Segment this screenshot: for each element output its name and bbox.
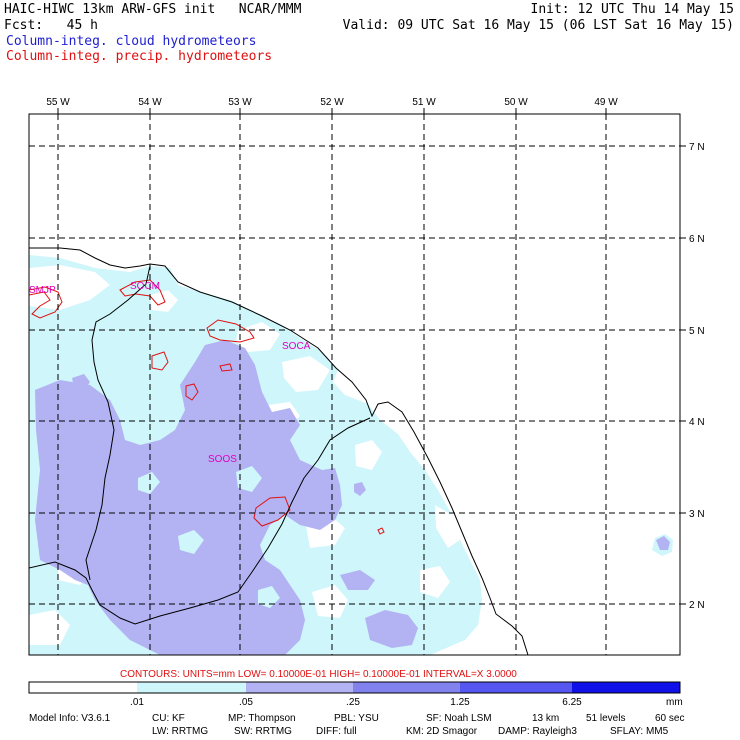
model-info-damp: DAMP: Rayleigh3 bbox=[498, 726, 577, 737]
lat-label: 5 N bbox=[689, 326, 705, 337]
lon-label: 54 W bbox=[138, 97, 162, 108]
model-info-levels: 51 levels bbox=[586, 713, 625, 724]
forecast-hour: Fcst: 45 h bbox=[4, 18, 98, 33]
lat-label: 6 N bbox=[689, 234, 705, 245]
colorbar-tick: 1.25 bbox=[450, 697, 470, 708]
lon-label: 49 W bbox=[594, 97, 618, 108]
model-info-sflay: SFLAY: MM5 bbox=[610, 726, 669, 737]
graticule bbox=[29, 114, 680, 655]
map-plot bbox=[29, 114, 680, 655]
station-label-socm: SOCM bbox=[130, 281, 160, 292]
lat-label: 3 N bbox=[689, 509, 705, 520]
lon-label: 50 W bbox=[504, 97, 528, 108]
station-label-smjp: SMJP bbox=[29, 285, 56, 296]
field-label-precip: Column-integ. precip. hydrometeors bbox=[6, 49, 273, 64]
lon-label: 52 W bbox=[320, 97, 344, 108]
field-label-cloud: Column-integ. cloud hydrometeors bbox=[6, 34, 257, 49]
lon-label: 51 W bbox=[412, 97, 436, 108]
valid-time: Valid: 09 UTC Sat 16 May 15 (06 LST Sat … bbox=[342, 18, 734, 33]
axis-ticks bbox=[57, 108, 686, 605]
model-info-grid: 13 km bbox=[532, 713, 559, 724]
init-time: Init: 12 UTC Thu 14 May 15 bbox=[530, 2, 735, 17]
model-info-sw: SW: RRTMG bbox=[234, 726, 292, 737]
colorbar-tick: 6.25 bbox=[562, 697, 582, 708]
station-label-soca: SOCA bbox=[282, 341, 311, 352]
station-label-soos: SOOS bbox=[208, 454, 237, 465]
model-info-lw: LW: RRTMG bbox=[152, 726, 208, 737]
map-frame bbox=[28, 113, 681, 656]
lat-label: 4 N bbox=[689, 417, 705, 428]
lat-label: 2 N bbox=[689, 600, 705, 611]
model-info-cu: CU: KF bbox=[152, 713, 185, 724]
colorbar-tick: .05 bbox=[239, 697, 253, 708]
colorbar-tick: .01 bbox=[130, 697, 144, 708]
model-info-pbl: PBL: YSU bbox=[334, 713, 379, 724]
lat-label: 7 N bbox=[689, 142, 705, 153]
model-info-km: KM: 2D Smagor bbox=[406, 726, 478, 737]
model-info-sf: SF: Noah LSM bbox=[426, 713, 492, 724]
lon-label: 53 W bbox=[228, 97, 252, 108]
colorbar-tick: .25 bbox=[346, 697, 360, 708]
lon-label: 55 W bbox=[46, 97, 70, 108]
precip-contours bbox=[29, 279, 385, 535]
model-info-mp: MP: Thompson bbox=[228, 713, 296, 724]
colorbar bbox=[28, 681, 681, 694]
model-info-version: Model Info: V3.6.1 bbox=[29, 713, 111, 724]
model-info-diff: DIFF: full bbox=[316, 726, 357, 737]
colorbar-unit: mm bbox=[666, 697, 683, 708]
coastline-borders bbox=[29, 247, 529, 655]
plot-title: HAIC-HIWC 13km ARW-GFS init NCAR/MMM bbox=[4, 2, 302, 17]
model-info-timestep: 60 sec bbox=[655, 713, 684, 724]
contours-info: CONTOURS: UNITS=mm LOW= 0.10000E-01 HIGH… bbox=[120, 669, 517, 680]
